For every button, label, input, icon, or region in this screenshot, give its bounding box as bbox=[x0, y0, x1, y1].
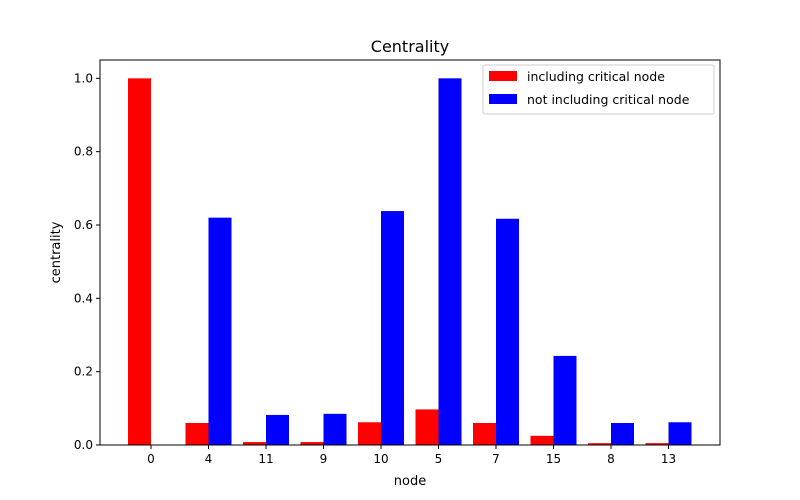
x-tick-label: 5 bbox=[435, 452, 443, 466]
y-tick-label: 0.4 bbox=[74, 291, 93, 305]
x-tick-label: 13 bbox=[661, 452, 676, 466]
y-tick-label: 0.6 bbox=[74, 218, 93, 232]
x-tick-label: 10 bbox=[373, 452, 388, 466]
bar-including-node-9 bbox=[300, 442, 324, 445]
x-tick-label: 4 bbox=[205, 452, 213, 466]
legend-frame bbox=[482, 64, 715, 115]
x-tick-label: 11 bbox=[258, 452, 273, 466]
plot-area-frame bbox=[99, 59, 721, 446]
bar-including-node-13 bbox=[645, 443, 669, 445]
legend-label-including: including critical node bbox=[527, 69, 665, 84]
x-axis: 0 4 11 9 10 5 7 15 8 13 bbox=[147, 445, 676, 466]
bar-not-including-node-5 bbox=[438, 78, 462, 445]
bar-not-including-node-11 bbox=[266, 414, 289, 445]
bar-not-including-node-8 bbox=[611, 423, 634, 445]
y-tick-label: 1.0 bbox=[74, 71, 93, 85]
y-tick-label: 0.2 bbox=[74, 365, 93, 379]
x-tick-label: 7 bbox=[492, 452, 500, 466]
legend-swatch-including bbox=[489, 71, 517, 81]
x-tick-label: 0 bbox=[147, 452, 155, 466]
bar-not-including-node-4 bbox=[208, 217, 232, 445]
x-tick-label: 9 bbox=[320, 452, 328, 466]
bar-including-node-10 bbox=[358, 422, 381, 445]
y-tick-label: 0.0 bbox=[74, 438, 93, 452]
bar-not-including-node-10 bbox=[381, 211, 404, 445]
bar-not-including-node-13 bbox=[668, 422, 692, 445]
bar-including-node-5 bbox=[415, 409, 439, 445]
x-axis-title: node bbox=[394, 474, 426, 489]
legend-swatch-not-including bbox=[489, 94, 517, 104]
y-axis-title: centrality bbox=[49, 221, 64, 283]
x-tick-label: 8 bbox=[607, 452, 615, 466]
bar-including-node-0 bbox=[128, 78, 151, 445]
y-axis: 0.0 0.2 0.4 0.6 0.8 1.0 bbox=[74, 71, 100, 452]
bar-not-including-node-9 bbox=[323, 413, 347, 445]
bar-including-node-15 bbox=[530, 435, 554, 445]
x-tick-label: 15 bbox=[546, 452, 561, 466]
bar-including-node-7 bbox=[473, 423, 496, 445]
bar-including-node-8 bbox=[588, 443, 611, 445]
bar-including-node-11 bbox=[243, 442, 266, 445]
bar-not-including-node-15 bbox=[553, 355, 577, 445]
bar-not-including-node-7 bbox=[496, 218, 519, 445]
y-tick-label: 0.8 bbox=[74, 145, 93, 159]
legend-label-not-including: not including critical node bbox=[527, 92, 690, 107]
chart-title: Centrality bbox=[371, 37, 449, 56]
legend: including critical node not including cr… bbox=[482, 64, 715, 115]
bar-including-node-4 bbox=[185, 423, 209, 445]
bars-group bbox=[128, 78, 692, 445]
